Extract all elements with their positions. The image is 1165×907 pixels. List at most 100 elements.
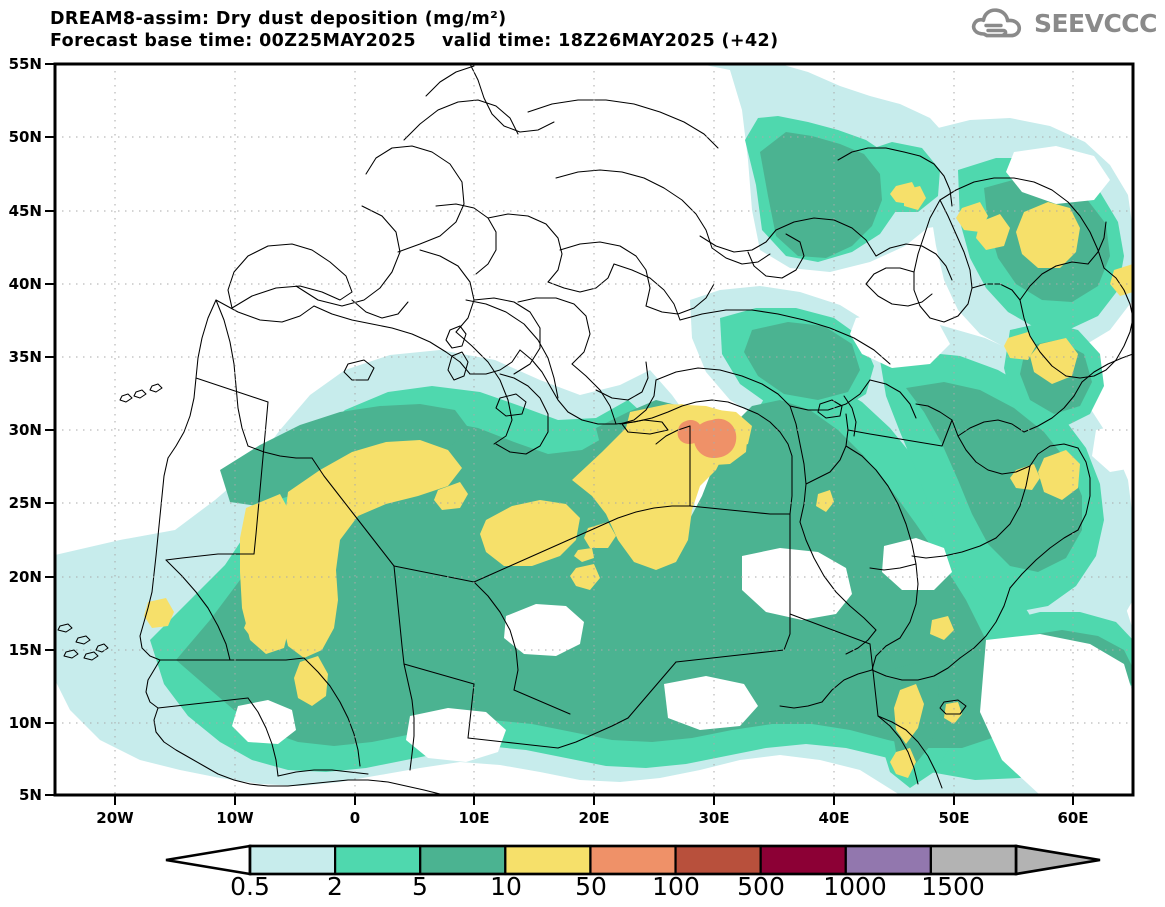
dust-max-oman	[1038, 450, 1080, 500]
xtick-label-30E: 30E	[698, 809, 730, 827]
border-russia-south	[837, 147, 905, 161]
border-armenia	[865, 283, 933, 307]
dust-peak-egypt-coast	[693, 418, 737, 458]
xtick-label-40E: 40E	[818, 809, 850, 827]
island-canary-3	[119, 393, 133, 403]
coast-gulf-north	[957, 419, 1025, 437]
coast-levant	[789, 405, 807, 523]
coast-blacksea-north	[775, 217, 877, 257]
colorbar-over-arrow	[1014, 844, 1101, 876]
ytick-label-30N: 30N	[8, 421, 42, 439]
ytick-label-10N: 10N	[8, 714, 42, 732]
coast-greece-south	[595, 361, 649, 401]
coast-caspian-west	[865, 267, 915, 285]
colorbar-label-1500: 1500	[921, 872, 985, 901]
logo-text: SEEVCCC	[1033, 8, 1158, 38]
colorbar-label-10: 10	[490, 872, 522, 901]
island-sardinia	[447, 351, 469, 381]
coast-oman-north	[1077, 447, 1091, 531]
colorbar-label-0.5: 0.5	[230, 872, 270, 901]
dust-max-algeria	[480, 500, 580, 566]
ytick-label-55N: 55N	[8, 55, 42, 73]
coast-italy	[455, 331, 513, 445]
valid-time-value: 18Z26MAY2025 (+42)	[558, 31, 779, 52]
island-crete	[621, 419, 669, 435]
border-saudi-iraq	[847, 419, 953, 447]
dust-max-iran-south	[1004, 332, 1036, 360]
border-nigeria-chad	[557, 717, 629, 749]
cloud-wind-icon	[971, 8, 1021, 38]
dust-core2-arabia	[906, 382, 1082, 572]
colorbar-label-100: 100	[652, 872, 700, 901]
coast-denmark	[425, 65, 475, 97]
island-capeverde-2	[75, 635, 91, 645]
colorbar-label-5: 5	[412, 872, 428, 901]
coast-redsea-west	[799, 521, 877, 631]
coast-morocco-north	[215, 299, 315, 323]
border-wsahara-north	[195, 377, 269, 403]
base-time-label: Forecast base time:	[50, 31, 253, 52]
coast-gulf-south	[951, 419, 1031, 475]
dust-max-chad-north	[624, 524, 656, 552]
border-uzbek-north	[1087, 221, 1107, 265]
coast-somalia-east	[877, 715, 943, 789]
coast-iberia	[227, 243, 353, 309]
border-morocco-algeria	[247, 445, 313, 459]
coast-oman-east	[1009, 529, 1079, 589]
colorbar-band-10-50	[504, 844, 592, 876]
colorbar-band-group	[248, 844, 1018, 876]
dust-max-algeria-west	[434, 482, 468, 510]
coast-djibouti	[821, 669, 873, 703]
border-senegal-mali	[159, 657, 305, 661]
coast-italy-south	[495, 373, 549, 455]
chart-title-block: DREAM8-assim: Dry dust deposition (mg/m²…	[50, 8, 779, 53]
dust-core2-ukraine	[760, 132, 882, 258]
dust-max-niger	[570, 564, 600, 590]
colorbar-band-0.5-2	[248, 844, 337, 876]
coast-yemen-west	[871, 637, 901, 671]
forecast-time-line: Forecast base time: 00Z25MAY2025 valid ti…	[50, 30, 779, 52]
dust-max-socotra	[944, 702, 962, 724]
tick-layer	[45, 63, 1074, 805]
border-mali-niger	[393, 565, 475, 583]
void-egypt-interior	[742, 548, 852, 620]
border-guinea-north	[157, 697, 249, 709]
coast-egypt-north	[743, 407, 793, 457]
coast-crimea	[747, 233, 805, 279]
border-burkina-ghana	[303, 657, 361, 767]
border-tajik	[1103, 267, 1133, 319]
coast-syria-turkey	[869, 379, 917, 419]
border-wsahara-south	[165, 553, 255, 561]
void-indian-ocean	[980, 634, 1133, 795]
void-saudi-interior	[882, 538, 952, 590]
gridline-layer	[55, 64, 1133, 797]
colorbar-band->1500	[929, 844, 1018, 876]
dust-deposition-map	[45, 62, 1135, 805]
ytick-label-25N: 25N	[8, 494, 42, 512]
coast-adriatic-west	[473, 297, 541, 375]
border-kazakh-south	[939, 177, 1069, 203]
coast-bab-el-mandeb	[845, 629, 877, 655]
coast-crimea-north	[699, 229, 777, 253]
dust-max-somalia	[894, 684, 924, 744]
dust-max-mali	[240, 494, 292, 654]
coast-nlde	[403, 99, 519, 141]
border-niger-west	[473, 581, 519, 691]
border-niger-nigeria	[467, 683, 475, 739]
border-spain-france	[351, 299, 409, 319]
dust-max-kazakh	[956, 202, 988, 232]
xtick-label-10E: 10E	[458, 809, 490, 827]
border-algeria-niger-libya	[473, 505, 691, 583]
coast-baltic	[469, 64, 555, 133]
xtick-label-20W: 20W	[96, 809, 134, 827]
colorbar-label-1000: 1000	[823, 872, 887, 901]
coast-turkey-north	[679, 309, 891, 365]
colorbar-label-50: 50	[575, 872, 607, 901]
island-balearic	[343, 359, 375, 381]
border-poland-south	[487, 213, 563, 283]
void-chad-south	[664, 676, 758, 730]
island-cyprus	[817, 399, 843, 419]
ytick-label-15N: 15N	[8, 641, 42, 659]
border-ethiopia-east	[869, 643, 879, 717]
